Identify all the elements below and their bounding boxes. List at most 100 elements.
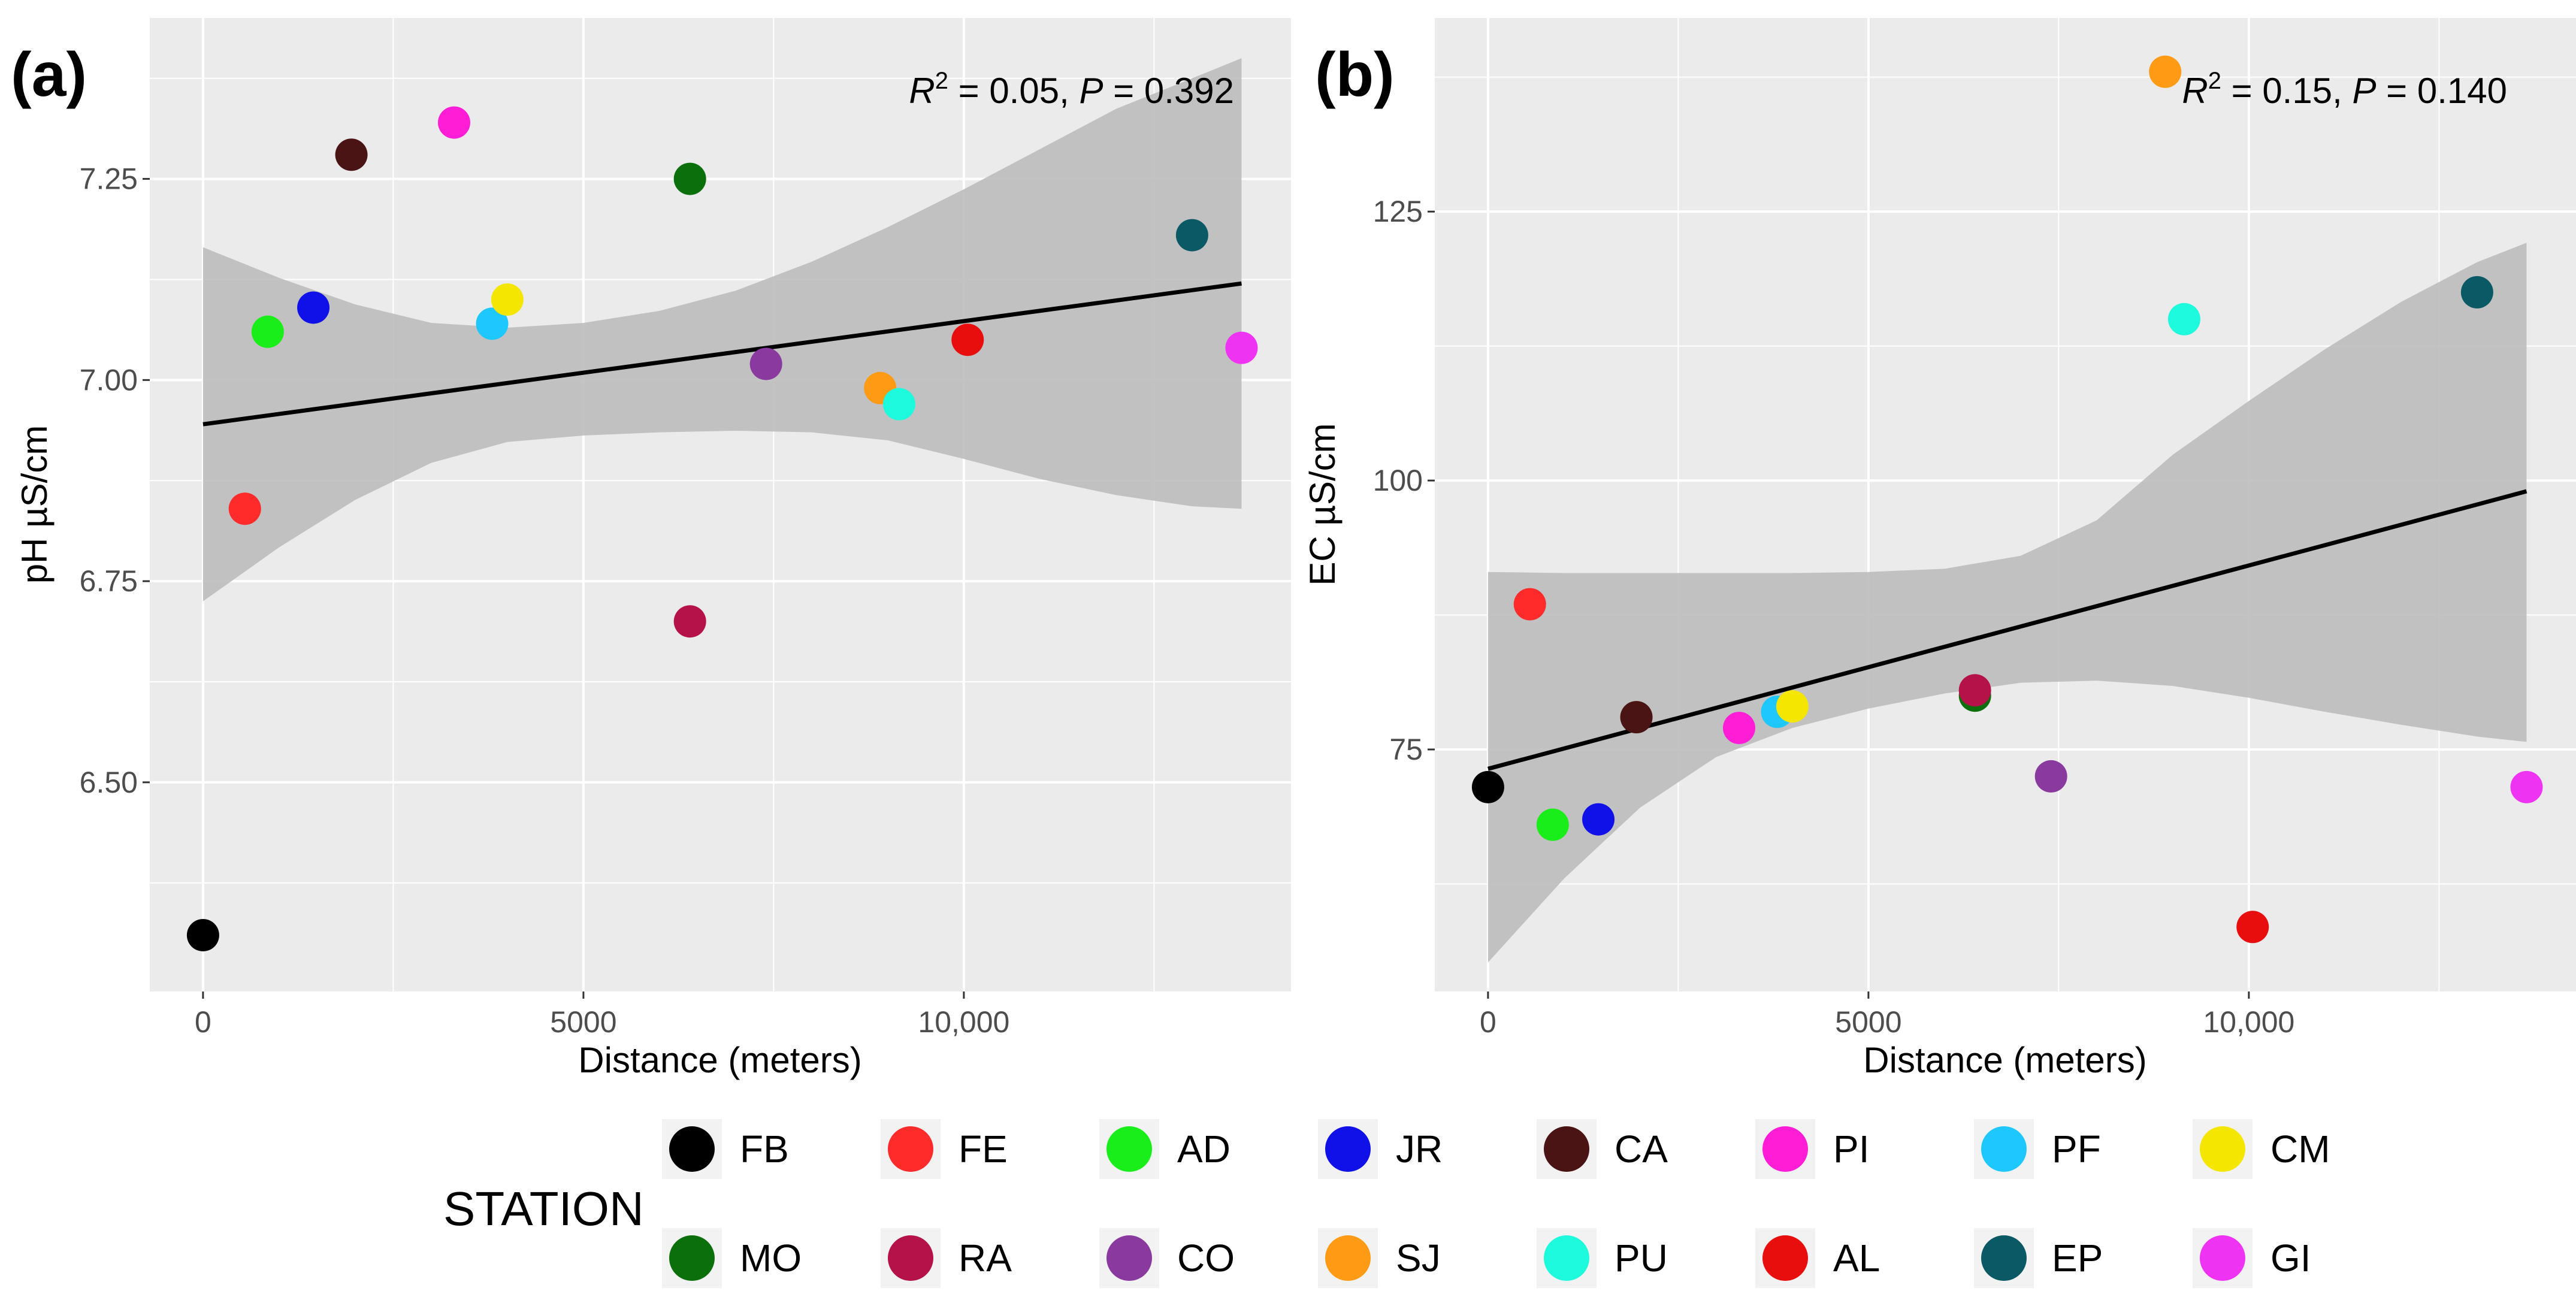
y-tick-label: 100 [1373, 464, 1423, 497]
legend-item-label: RA [959, 1237, 1012, 1280]
legend-item-label: CM [2270, 1127, 2330, 1171]
y-tick-label: 75 [1389, 733, 1423, 766]
panel-a-r2-superscript: 2 [935, 68, 948, 94]
data-point-pf [476, 307, 509, 340]
data-point-gi [1225, 331, 1258, 364]
legend-item-label: GI [2270, 1237, 2311, 1280]
legend-title: STATION [443, 1182, 644, 1235]
panel-b-label: (b) [1315, 40, 1395, 110]
data-point-fe [228, 492, 261, 525]
legend-item-label: PF [2052, 1127, 2101, 1171]
legend-key-swatch [1325, 1126, 1371, 1172]
legend-key-swatch [2200, 1126, 2245, 1172]
panel-b-r2-symbol: R [2182, 71, 2208, 111]
data-point-co [749, 347, 782, 380]
panel-a-r2-symbol: R [909, 71, 935, 111]
legend-item-label: FE [959, 1127, 1008, 1171]
panel-a-y-axis-title: pH µS/cm [14, 425, 55, 584]
legend-item-ca: CA [1537, 1119, 1668, 1179]
legend-key-swatch [1106, 1126, 1152, 1172]
x-tick-label: 0 [1480, 1005, 1496, 1039]
panel-b-ec-chart: (b) 75 100 125 0 5000 10,000 Distance (meter… [1302, 18, 2576, 1080]
data-point-jr [297, 291, 330, 324]
data-point-mo [673, 162, 706, 195]
data-point-ep [2460, 276, 2493, 309]
legend-item-gi: GI [2193, 1228, 2311, 1288]
legend-key-swatch [1544, 1126, 1589, 1172]
legend-items: FB FE AD JR CA PI PF CM MO RA CO SJ PU AL EP GI [662, 1119, 2330, 1288]
data-point-ep [1175, 219, 1208, 252]
legend-item-label: AL [1833, 1237, 1880, 1280]
panel-a-confidence-band [202, 58, 1242, 601]
data-point-ca [335, 138, 368, 171]
panel-b-x-ticks: 0 5000 10,000 [1480, 991, 2294, 1039]
data-point-sj [2149, 55, 2182, 88]
panel-a-label: (a) [11, 40, 87, 110]
x-tick-label: 0 [195, 1005, 211, 1039]
legend-key-swatch [888, 1235, 933, 1281]
legend-item-label: PU [1614, 1237, 1668, 1280]
panel-a-regression-line [202, 281, 1242, 427]
legend-item-jr: JR [1318, 1119, 1443, 1179]
legend-item-al: AL [1755, 1228, 1880, 1288]
data-point-ad [251, 315, 284, 348]
legend-item-label: JR [1396, 1127, 1443, 1171]
legend-key-swatch [1762, 1235, 1808, 1281]
x-tick-label: 5000 [550, 1005, 616, 1039]
legend-key-swatch [2200, 1235, 2245, 1281]
legend-item-pu: PU [1537, 1228, 1668, 1288]
y-tick-label: 6.75 [80, 564, 138, 598]
data-point-pi [1723, 712, 1755, 745]
legend-key-swatch [1325, 1235, 1371, 1281]
legend-item-co: CO [1099, 1228, 1235, 1288]
panel-b-confidence-band [1487, 243, 2527, 963]
panel-a-ph-chart: (a) 6.50 6.75 7.00 7.25 0 5000 10,000 Distanc… [11, 18, 1291, 1080]
legend-item-pi: PI [1755, 1119, 1869, 1179]
data-point-al [951, 324, 984, 356]
legend-item-label: EP [2052, 1237, 2103, 1280]
panel-b-y-ticks: 75 100 125 [1373, 195, 1435, 766]
legend-item-label: PI [1833, 1127, 1869, 1171]
legend-key-swatch [669, 1126, 715, 1172]
legend-item-cm: CM [2193, 1119, 2330, 1179]
data-point-fb [186, 918, 219, 951]
data-point-cm [491, 283, 524, 316]
data-point-ca [1620, 701, 1653, 734]
panel-b-stats-annotation: R2 = 0.15, P = 0.140 [2182, 68, 2507, 111]
x-tick-label: 10,000 [2203, 1005, 2294, 1039]
legend-key-swatch [1981, 1235, 2027, 1281]
panel-a-y-ticks: 6.50 6.75 7.00 7.25 [80, 162, 150, 799]
data-point-ra [673, 605, 706, 638]
legend-item-ra: RA [881, 1228, 1012, 1288]
data-point-al [2236, 911, 2269, 944]
data-point-ad [1536, 808, 1569, 841]
legend-key-swatch [1106, 1235, 1152, 1281]
panel-a-x-axis-title: Distance (meters) [578, 1040, 861, 1080]
panel-a-x-ticks: 0 5000 10,000 [195, 991, 1009, 1039]
panel-b-r2-superscript: 2 [2208, 68, 2221, 94]
legend-key-swatch [1981, 1126, 2027, 1172]
panel-a-points [186, 106, 1258, 951]
data-point-pu [882, 388, 915, 421]
y-tick-label: 6.50 [80, 766, 138, 799]
data-point-pu [2167, 303, 2200, 335]
data-point-fb [1471, 770, 1504, 803]
panel-b-p-symbol: P [2352, 71, 2376, 111]
legend: STATION FB FE AD JR CA PI PF CM MO RA CO SJ PU AL EP GI [443, 1119, 2330, 1288]
y-tick-label: 7.00 [80, 363, 138, 397]
data-point-fe [1513, 588, 1546, 621]
legend-item-label: CO [1177, 1237, 1235, 1280]
data-point-jr [1582, 803, 1615, 836]
legend-item-label: AD [1177, 1127, 1230, 1171]
panel-b-r2-value: = 0.15, [2221, 71, 2353, 111]
panel-b-points [1471, 55, 2543, 944]
panel-a-stats-annotation: R2 = 0.05, P = 0.392 [909, 68, 1234, 111]
panel-a-p-value: = 0.392 [1103, 71, 1234, 111]
legend-key-swatch [1762, 1126, 1808, 1172]
legend-item-ad: AD [1099, 1119, 1230, 1179]
legend-item-label: CA [1614, 1127, 1668, 1171]
legend-item-label: FB [740, 1127, 789, 1171]
y-tick-label: 125 [1373, 195, 1423, 228]
panel-a-p-symbol: P [1079, 71, 1103, 111]
